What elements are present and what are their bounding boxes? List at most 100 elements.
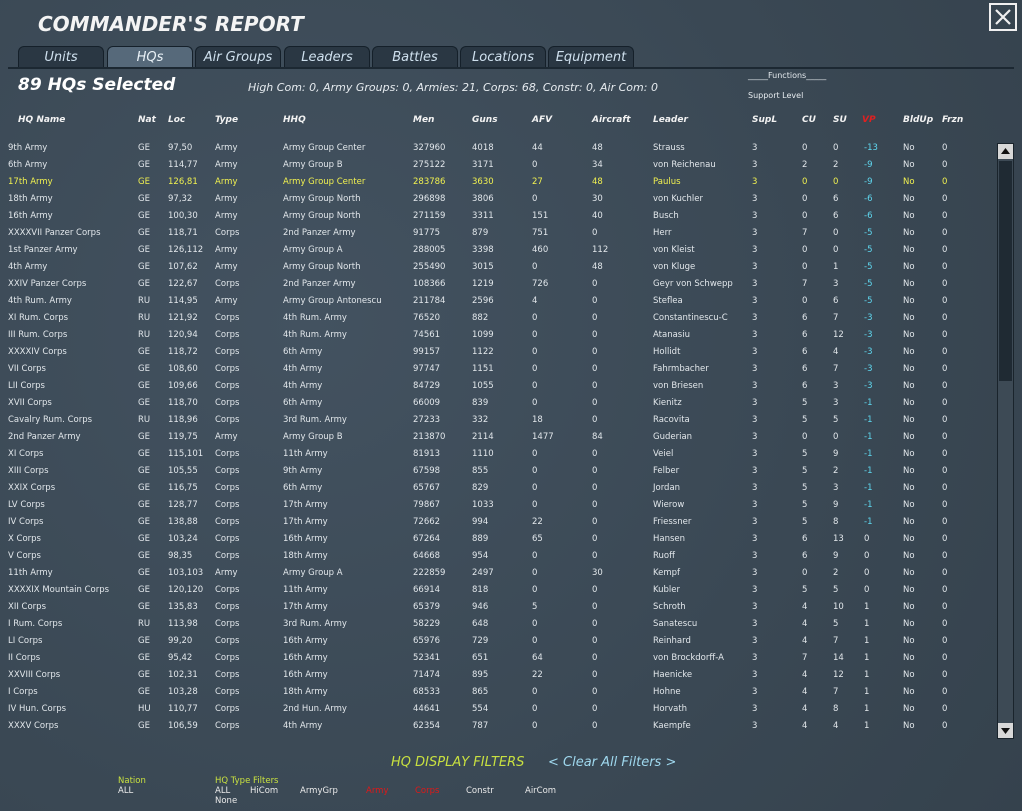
table-cell: 882 bbox=[472, 313, 489, 323]
table-cell: Corps bbox=[215, 602, 240, 612]
tab[interactable]: Equipment bbox=[548, 46, 634, 67]
support-level-button[interactable]: Support Level bbox=[748, 91, 804, 100]
table-cell[interactable]: II Corps bbox=[8, 653, 41, 663]
table-cell[interactable]: 9th Army bbox=[8, 143, 48, 153]
scroll-thumb[interactable] bbox=[999, 161, 1012, 381]
column-header[interactable]: Leader bbox=[653, 115, 688, 125]
table-cell[interactable]: V Corps bbox=[8, 551, 41, 561]
table-cell: 44 bbox=[532, 143, 543, 153]
table-cell[interactable]: XXIX Corps bbox=[8, 483, 56, 493]
table-cell[interactable]: X Corps bbox=[8, 534, 41, 544]
clear-filters-button[interactable]: < Clear All Filters > bbox=[548, 755, 677, 770]
column-header[interactable]: Aircraft bbox=[592, 115, 631, 125]
tab[interactable]: Locations bbox=[460, 46, 546, 67]
table-cell: GE bbox=[138, 636, 150, 646]
table-cell: GE bbox=[138, 466, 150, 476]
table-cell: Geyr von Schwepp bbox=[653, 279, 733, 289]
table-cell: 0 bbox=[532, 500, 538, 510]
column-header[interactable]: SupL bbox=[752, 115, 778, 125]
table-cell: 0 bbox=[942, 551, 948, 561]
type-none[interactable]: None bbox=[215, 796, 238, 806]
table-cell[interactable]: 6th Army bbox=[8, 160, 48, 170]
table-cell[interactable]: XII Corps bbox=[8, 602, 46, 612]
table-cell: Sanatescu bbox=[653, 619, 698, 629]
table-cell[interactable]: IV Hun. Corps bbox=[8, 704, 67, 714]
tab[interactable]: Units bbox=[18, 46, 104, 67]
table-cell: 5 bbox=[833, 619, 839, 629]
type-filter[interactable]: AirCom bbox=[525, 786, 557, 796]
table-cell[interactable]: XI Corps bbox=[8, 449, 44, 459]
table-cell[interactable]: 11th Army bbox=[8, 568, 53, 578]
column-header[interactable]: Type bbox=[215, 115, 239, 125]
table-cell[interactable]: 18th Army bbox=[8, 194, 53, 204]
type-all[interactable]: ALL bbox=[215, 786, 231, 796]
column-header[interactable]: Men bbox=[413, 115, 435, 125]
column-header[interactable]: VP bbox=[862, 115, 876, 125]
table-cell: 0 bbox=[532, 619, 538, 629]
type-filter[interactable]: HiCom bbox=[250, 786, 279, 796]
table-cell: 0 bbox=[942, 568, 948, 578]
column-header[interactable]: Nat bbox=[138, 115, 156, 125]
table-cell[interactable]: XVII Corps bbox=[8, 398, 52, 408]
table-cell: GE bbox=[138, 653, 150, 663]
type-filter[interactable]: Corps bbox=[415, 786, 440, 796]
table-cell[interactable]: XXIV Panzer Corps bbox=[8, 279, 87, 289]
scroll-up[interactable] bbox=[998, 144, 1013, 159]
close-button[interactable] bbox=[989, 3, 1017, 31]
table-cell[interactable]: XI Rum. Corps bbox=[8, 313, 69, 323]
table-cell[interactable]: 2nd Panzer Army bbox=[8, 432, 81, 442]
table-cell[interactable]: LV Corps bbox=[8, 500, 45, 510]
table-cell: 4018 bbox=[472, 143, 494, 153]
table-cell: 0 bbox=[592, 721, 598, 731]
table-cell: 0 bbox=[592, 398, 598, 408]
column-header[interactable]: Frzn bbox=[942, 115, 964, 125]
table-cell[interactable]: XXVIII Corps bbox=[8, 670, 61, 680]
type-filter[interactable]: Constr bbox=[466, 786, 494, 796]
tab[interactable]: Battles bbox=[372, 46, 458, 67]
column-header[interactable]: CU bbox=[802, 115, 816, 125]
table-cell: 71474 bbox=[413, 670, 441, 680]
table-cell: -13 bbox=[864, 143, 878, 153]
column-header[interactable]: AFV bbox=[532, 115, 553, 125]
table-cell: -3 bbox=[864, 364, 873, 374]
scrollbar[interactable] bbox=[997, 143, 1014, 739]
tab[interactable]: Air Groups bbox=[195, 46, 281, 67]
table-cell[interactable]: XXXXIV Corps bbox=[8, 347, 67, 357]
type-filter[interactable]: ArmyGrp bbox=[300, 786, 338, 796]
table-cell[interactable]: LI Corps bbox=[8, 636, 43, 646]
table-cell[interactable]: Cavalry Rum. Corps bbox=[8, 415, 93, 425]
table-cell[interactable]: XXXV Corps bbox=[8, 721, 59, 731]
table-cell: 103,103 bbox=[168, 568, 204, 578]
column-header[interactable]: Loc bbox=[168, 115, 186, 125]
table-cell: 4 bbox=[532, 296, 538, 306]
table-cell[interactable]: 4th Army bbox=[8, 262, 48, 272]
tab[interactable]: Leaders bbox=[284, 46, 370, 67]
table-cell[interactable]: 4th Rum. Army bbox=[8, 296, 72, 306]
nation-value[interactable]: ALL bbox=[118, 786, 134, 796]
column-header[interactable]: SU bbox=[833, 115, 847, 125]
tab[interactable]: HQs bbox=[107, 46, 193, 67]
column-header[interactable]: BldUp bbox=[903, 115, 934, 125]
type-filter[interactable]: Army bbox=[366, 786, 389, 796]
column-header[interactable]: HHQ bbox=[283, 115, 306, 125]
table-cell[interactable]: LII Corps bbox=[8, 381, 45, 391]
table-cell[interactable]: III Rum. Corps bbox=[8, 330, 68, 340]
scroll-down[interactable] bbox=[998, 723, 1013, 738]
table-cell: 0 bbox=[942, 500, 948, 510]
table-cell[interactable]: I Corps bbox=[8, 687, 38, 697]
table-cell: 81913 bbox=[413, 449, 441, 459]
table-cell[interactable]: IV Corps bbox=[8, 517, 44, 527]
table-cell: Army bbox=[215, 160, 238, 170]
column-header[interactable]: HQ Name bbox=[18, 115, 66, 125]
table-cell[interactable]: 17th Army bbox=[8, 177, 53, 187]
table-cell: 787 bbox=[472, 721, 489, 731]
table-cell[interactable]: XXXXIX Mountain Corps bbox=[8, 585, 110, 595]
table-cell[interactable]: XIII Corps bbox=[8, 466, 49, 476]
table-cell[interactable]: VII Corps bbox=[8, 364, 46, 374]
table-cell[interactable]: 1st Panzer Army bbox=[8, 245, 78, 255]
column-header[interactable]: Guns bbox=[472, 115, 498, 125]
table-cell[interactable]: I Rum. Corps bbox=[8, 619, 63, 629]
table-cell: 0 bbox=[532, 330, 538, 340]
table-cell[interactable]: XXXXVII Panzer Corps bbox=[8, 228, 101, 238]
table-cell[interactable]: 16th Army bbox=[8, 211, 53, 221]
